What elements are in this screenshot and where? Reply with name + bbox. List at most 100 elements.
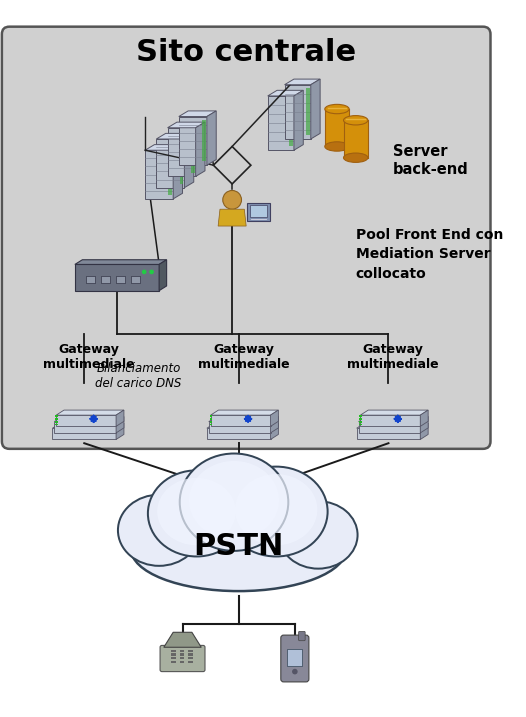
Polygon shape xyxy=(294,90,304,151)
FancyBboxPatch shape xyxy=(281,635,309,682)
FancyBboxPatch shape xyxy=(160,645,205,672)
Polygon shape xyxy=(53,423,124,428)
Polygon shape xyxy=(207,111,216,165)
Bar xyxy=(131,275,140,283)
Bar xyxy=(188,653,193,655)
Bar xyxy=(145,151,173,199)
Bar xyxy=(191,131,195,173)
Bar xyxy=(116,275,125,283)
Ellipse shape xyxy=(131,507,346,591)
Polygon shape xyxy=(179,111,216,117)
Polygon shape xyxy=(207,423,278,428)
Ellipse shape xyxy=(343,115,368,125)
Ellipse shape xyxy=(225,467,328,556)
Bar xyxy=(180,143,184,184)
Bar xyxy=(171,650,176,652)
Bar xyxy=(247,203,270,222)
Polygon shape xyxy=(285,79,320,85)
Text: PSTN: PSTN xyxy=(194,532,284,561)
Polygon shape xyxy=(168,122,205,128)
Ellipse shape xyxy=(180,454,288,551)
Bar xyxy=(306,88,310,136)
Bar xyxy=(289,100,293,146)
Text: Gateway
multimediale: Gateway multimediale xyxy=(198,343,289,371)
Polygon shape xyxy=(75,260,167,265)
Polygon shape xyxy=(311,79,320,139)
Ellipse shape xyxy=(279,501,358,569)
Ellipse shape xyxy=(189,461,279,540)
Bar xyxy=(180,650,185,652)
Bar xyxy=(55,418,58,420)
Ellipse shape xyxy=(235,474,317,545)
Bar xyxy=(55,421,58,422)
Bar xyxy=(210,424,213,425)
Polygon shape xyxy=(116,417,124,433)
Polygon shape xyxy=(360,410,428,415)
Bar xyxy=(75,265,159,290)
Bar xyxy=(250,206,267,217)
Bar xyxy=(360,415,420,427)
Polygon shape xyxy=(196,122,205,176)
Bar xyxy=(101,275,110,283)
Bar xyxy=(171,657,176,660)
Bar xyxy=(168,128,196,176)
Bar xyxy=(179,117,207,165)
Polygon shape xyxy=(210,410,278,415)
Bar xyxy=(285,85,311,139)
Bar xyxy=(86,275,96,283)
Polygon shape xyxy=(164,632,201,647)
Text: Server
back-end: Server back-end xyxy=(393,144,469,176)
Bar xyxy=(210,421,213,422)
Polygon shape xyxy=(209,417,278,422)
Bar xyxy=(54,422,116,433)
Polygon shape xyxy=(359,417,428,422)
Polygon shape xyxy=(185,133,194,188)
Bar xyxy=(359,415,362,417)
Polygon shape xyxy=(270,410,278,427)
Text: Sito centrale: Sito centrale xyxy=(136,39,356,67)
Bar xyxy=(343,120,368,158)
Bar xyxy=(156,139,185,188)
Bar xyxy=(359,421,362,422)
Polygon shape xyxy=(270,417,278,433)
Polygon shape xyxy=(116,423,124,440)
Bar xyxy=(202,120,206,161)
Bar xyxy=(180,657,185,660)
Bar xyxy=(209,422,270,433)
Circle shape xyxy=(142,270,147,275)
Ellipse shape xyxy=(148,470,245,556)
Bar xyxy=(188,661,193,663)
Polygon shape xyxy=(420,423,428,440)
Polygon shape xyxy=(218,209,246,226)
Bar xyxy=(357,428,420,440)
Bar xyxy=(53,428,116,440)
Bar xyxy=(325,109,349,146)
Bar xyxy=(359,422,420,433)
Text: Pool Front End con
Mediation Server
collocato: Pool Front End con Mediation Server coll… xyxy=(356,227,503,280)
Ellipse shape xyxy=(157,478,236,545)
Polygon shape xyxy=(54,417,124,422)
Bar xyxy=(171,653,176,655)
Circle shape xyxy=(149,270,154,275)
Bar xyxy=(210,415,213,417)
Bar xyxy=(287,649,302,666)
Bar xyxy=(55,415,58,417)
Polygon shape xyxy=(357,423,428,428)
Polygon shape xyxy=(270,423,278,440)
Polygon shape xyxy=(420,410,428,427)
Bar xyxy=(56,415,116,427)
Bar xyxy=(268,96,294,151)
Ellipse shape xyxy=(118,495,200,566)
Bar xyxy=(207,428,270,440)
Polygon shape xyxy=(173,145,183,199)
Bar xyxy=(210,415,270,427)
Polygon shape xyxy=(145,145,183,151)
Ellipse shape xyxy=(325,105,349,114)
Ellipse shape xyxy=(343,153,368,162)
Bar xyxy=(180,661,185,663)
Circle shape xyxy=(292,669,298,675)
Bar xyxy=(55,424,58,425)
Bar xyxy=(171,661,176,663)
FancyBboxPatch shape xyxy=(2,27,490,449)
Polygon shape xyxy=(116,410,124,427)
